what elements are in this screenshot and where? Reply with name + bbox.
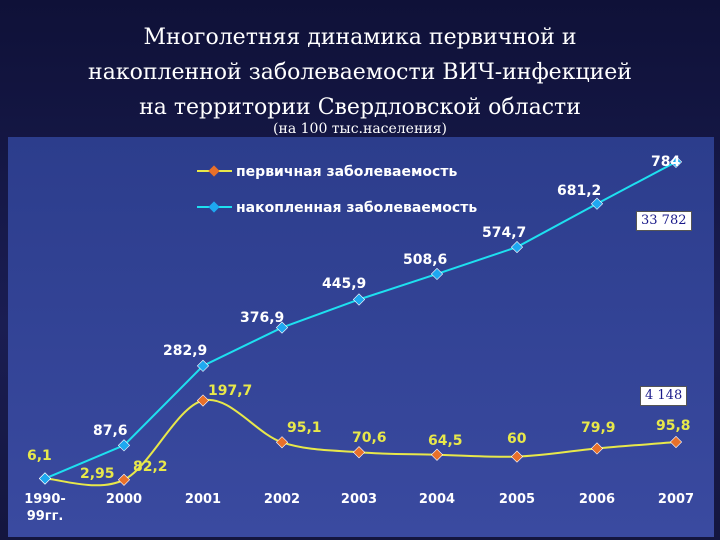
data-label-primary-5: 64,5	[428, 433, 463, 449]
x-tick-label-3: 2002	[264, 492, 300, 507]
point-primary-8	[669, 435, 683, 449]
x-tick-label-7: 2006	[579, 492, 615, 507]
series-line-primary	[44, 398, 677, 487]
data-label-primary-6: 60	[507, 431, 527, 447]
title-line-3: на территории Свердловской области	[139, 95, 581, 120]
point-accumulated-1	[117, 439, 131, 452]
data-label-accumulated-7: 681,2	[557, 183, 601, 199]
data-label-accumulated-3: 376,9	[240, 310, 284, 326]
title-line-1: Многолетняя динамика первичной и	[143, 25, 577, 50]
data-label-primary-1: 2,95	[80, 466, 115, 482]
point-accumulated-7	[590, 197, 604, 210]
data-label-accumulated-5: 508,6	[403, 252, 447, 268]
x-tick-label-0: 1990-99гг.	[24, 492, 66, 524]
data-label-accumulated-4: 445,9	[322, 276, 366, 292]
legend-label-accumulated: накопленная заболеваемость	[236, 200, 477, 216]
data-label-primary-2: 197,7	[208, 383, 252, 399]
data-label-primary-8: 95,8	[656, 418, 691, 434]
data-label-primary-4: 70,6	[352, 430, 387, 446]
slide-subtitle: (на 100 тыс.населения)	[273, 121, 447, 137]
title-line-2: накопленной заболеваемости ВИЧ-инфекцией	[88, 60, 632, 85]
x-tick-label-6: 2005	[499, 492, 535, 507]
point-primary-2	[196, 394, 210, 407]
data-label-primary-7: 79,9	[581, 420, 616, 436]
x-tick-label-5: 2004	[419, 492, 455, 507]
point-accumulated-8	[669, 155, 683, 168]
primary-total-box: 4 148	[640, 386, 688, 406]
x-tick-label-1: 2000	[106, 492, 142, 507]
x-tick-label-4: 2003	[341, 492, 377, 507]
data-label-primary-3: 95,1	[287, 420, 322, 436]
point-accumulated-3	[275, 321, 289, 334]
slide-title: Многолетняя динамика первичной и накопле…	[40, 20, 680, 125]
point-accumulated-4	[352, 293, 366, 306]
point-primary-6	[510, 450, 524, 463]
legend-marker-primary	[208, 165, 220, 177]
legend-label-primary: первичная заболеваемость	[236, 164, 457, 180]
legend-marker-accumulated	[208, 201, 220, 213]
point-primary-5	[430, 448, 444, 461]
point-accumulated-2	[196, 359, 210, 372]
data-label-accumulated-6: 574,7	[482, 225, 526, 241]
point-accumulated-0	[38, 472, 52, 485]
data-label-accumulated-1: 87,6	[93, 423, 128, 439]
accumulated-total-box: 33 782	[636, 211, 692, 231]
point-accumulated-6	[510, 240, 524, 254]
point-primary-7	[590, 442, 604, 455]
data-label-accumulated-8: 784	[651, 154, 680, 170]
data-label-accumulated-2: 282,9	[163, 343, 207, 359]
data-label-primary-0: 6,1	[27, 448, 52, 464]
x-tick-label-8: 2007	[658, 492, 694, 507]
x-tick-label-2: 2001	[185, 492, 221, 507]
point-accumulated-5	[430, 267, 444, 281]
point-primary-3	[275, 436, 289, 449]
point-primary-1	[117, 473, 131, 486]
data-label-extra: 82,2	[133, 459, 168, 475]
point-primary-4	[352, 446, 366, 459]
